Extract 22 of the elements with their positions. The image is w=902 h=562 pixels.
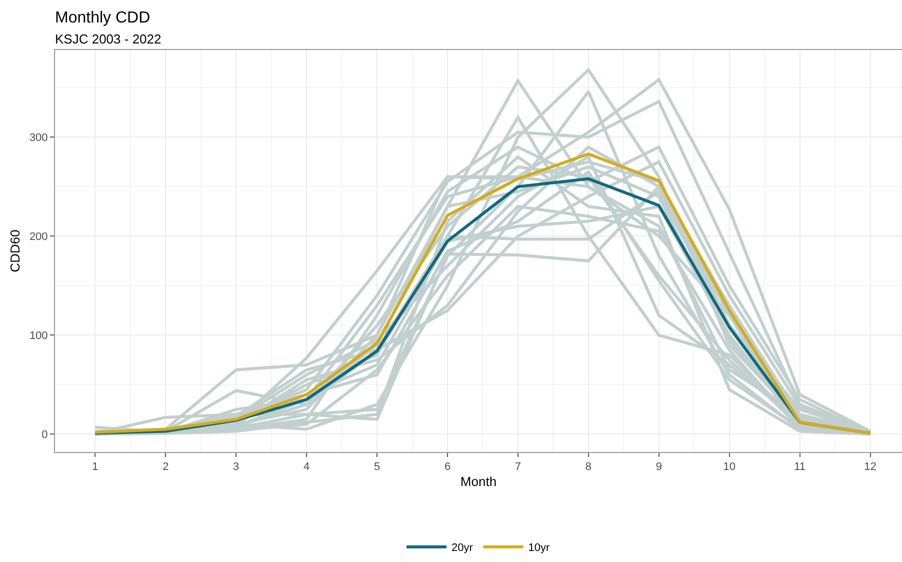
x-tick-label: 9: [656, 461, 662, 474]
x-tick-label: 10: [723, 461, 736, 474]
y-tick-label: 300: [29, 132, 48, 144]
y-tick-label: 200: [29, 231, 48, 243]
x-tick-label: 7: [514, 461, 522, 474]
chart-subtitle: KSJC 2003 - 2022: [55, 31, 162, 46]
x-tick-label: 11: [794, 461, 806, 474]
x-axis-title: Month: [460, 474, 497, 489]
x-tick-label: 5: [374, 461, 380, 474]
x-tick-label: 2: [162, 461, 169, 474]
y-tick-label: 0: [42, 429, 48, 442]
y-axis-title: CDD60: [7, 230, 22, 272]
x-tick-label: 1: [92, 461, 98, 474]
x-tick-label: 8: [585, 461, 592, 474]
x-tick-label: 4: [303, 461, 310, 474]
y-tick-label: 100: [29, 330, 48, 342]
x-tick-label: 6: [444, 461, 451, 474]
chart-title: Monthly CDD: [55, 9, 150, 26]
x-tick-label: 12: [864, 461, 876, 474]
legend-label: 10yr: [528, 542, 550, 554]
legend-label: 20yr: [452, 542, 474, 554]
x-tick-label: 3: [233, 461, 240, 474]
